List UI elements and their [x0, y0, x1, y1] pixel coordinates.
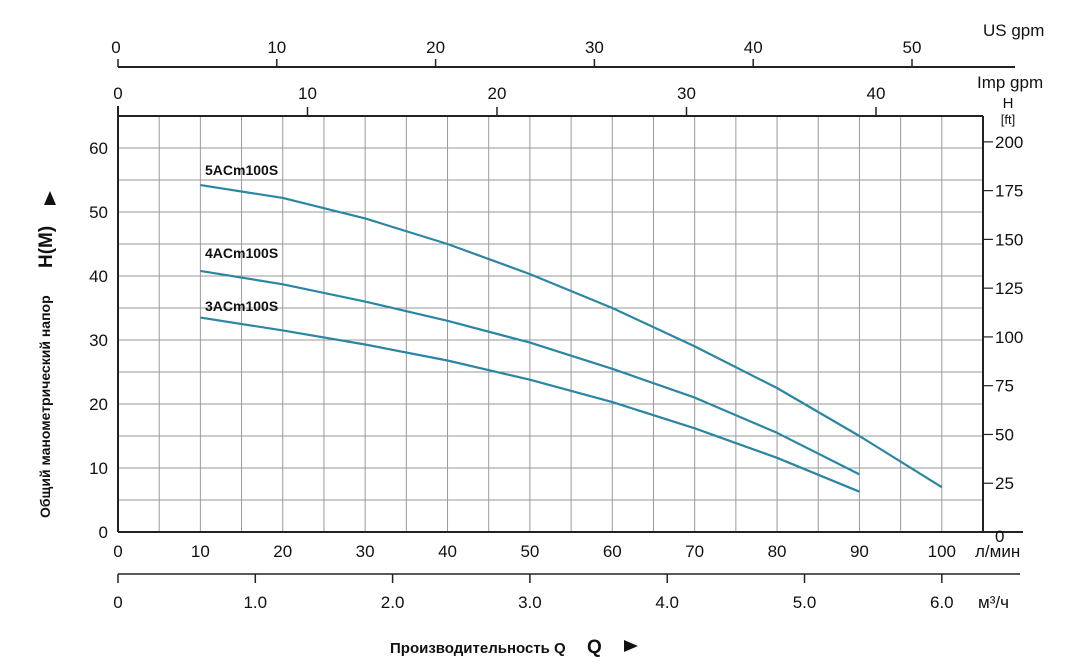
- y-axis-title: Общий манометрический напор: [37, 295, 53, 518]
- arrow-up-icon: [44, 191, 56, 205]
- ft-tick-label: 150: [995, 230, 1023, 249]
- series-label: 5ACm100S: [205, 162, 278, 178]
- ft-tick-label: 0: [995, 527, 1004, 546]
- x-tick-label: 30: [356, 542, 375, 561]
- y-tick-label: 60: [89, 139, 108, 158]
- m3h-tick-label: 0: [113, 593, 122, 612]
- x-tick-label: 80: [768, 542, 787, 561]
- x-tick-label: 0: [113, 542, 122, 561]
- ft-axis-unit: [ft]: [1001, 112, 1015, 127]
- m3h-tick-label: 3.0: [518, 593, 542, 612]
- x-tick-label: 10: [191, 542, 210, 561]
- m3h-tick-label: 1.0: [243, 593, 267, 612]
- us-gpm-tick-label: 10: [267, 38, 286, 57]
- y-tick-label: 20: [89, 395, 108, 414]
- y-tick-label: 30: [89, 331, 108, 350]
- us-gpm-tick-label: 20: [426, 38, 445, 57]
- x-tick-label: 60: [603, 542, 622, 561]
- ft-tick-label: 100: [995, 328, 1023, 347]
- ft-tick-label: 75: [995, 377, 1014, 396]
- ft-tick-label: 50: [995, 425, 1014, 444]
- y-tick-label: 40: [89, 267, 108, 286]
- imp-gpm-tick-label: 0: [113, 84, 122, 103]
- us-gpm-tick-label: 0: [111, 38, 120, 57]
- ft-tick-label: 175: [995, 182, 1023, 201]
- ft-tick-label: 125: [995, 279, 1023, 298]
- m3h-tick-label: 6.0: [930, 593, 954, 612]
- x-axis-title: Производительность Q: [390, 640, 566, 657]
- imp-gpm-tick-label: 10: [298, 84, 317, 103]
- us-gpm-tick-label: 30: [585, 38, 604, 57]
- y-axis-title-group: Общий манометрический напор H(M): [36, 191, 57, 518]
- y-tick-label: 50: [89, 203, 108, 222]
- x-tick-label: 40: [438, 542, 457, 561]
- us-gpm-tick-label: 40: [744, 38, 763, 57]
- m3h-tick-label: 2.0: [381, 593, 405, 612]
- imp-gpm-tick-label: 20: [488, 84, 507, 103]
- ft-tick-label: 200: [995, 133, 1023, 152]
- y-tick-label: 0: [99, 523, 108, 542]
- imp-gpm-tick-label: 40: [867, 84, 886, 103]
- ft-axis-title: H: [1003, 95, 1014, 112]
- x-tick-label: 70: [685, 542, 704, 561]
- series-line-4ACm100S: [200, 269, 860, 476]
- x-tick-label: 50: [520, 542, 539, 561]
- x-axis-symbol: Q: [587, 637, 602, 658]
- series-label: 4ACm100S: [205, 245, 278, 261]
- x-tick-label: 90: [850, 542, 869, 561]
- y-axis-symbol: H(M): [36, 226, 57, 268]
- series-line-3ACm100S: [200, 316, 860, 493]
- us-gpm-axis-title: US gpm: [983, 21, 1044, 40]
- imp-gpm-axis-title: Imp gpm: [977, 73, 1043, 92]
- y-tick-label: 10: [89, 459, 108, 478]
- imp-gpm-tick-label: 30: [677, 84, 696, 103]
- x-tick-label: 20: [273, 542, 292, 561]
- m3h-tick-label: 4.0: [655, 593, 679, 612]
- series-label: 3ACm100S: [205, 298, 278, 314]
- x-tick-label: 100: [928, 542, 956, 561]
- m3h-axis-title: м³/ч: [978, 593, 1009, 612]
- us-gpm-tick-label: 50: [903, 38, 922, 57]
- arrow-right-icon: [624, 640, 638, 652]
- ft-tick-label: 25: [995, 474, 1014, 493]
- series-line-5ACm100S: [200, 184, 943, 489]
- x-unit-label: л/мин: [975, 542, 1020, 561]
- m3h-tick-label: 5.0: [793, 593, 817, 612]
